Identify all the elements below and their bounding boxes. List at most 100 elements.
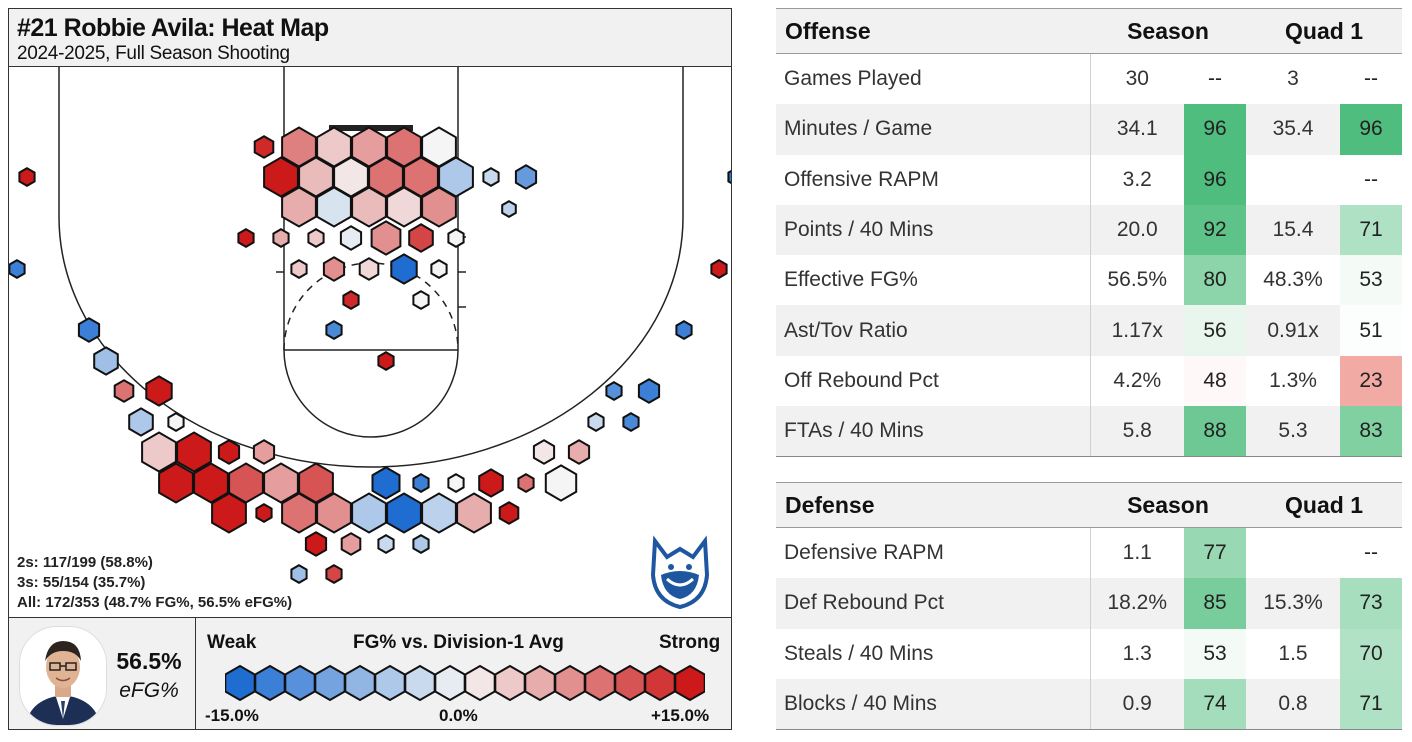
two-point-stats: 2s: 117/199 (58.8%)	[17, 554, 153, 571]
shot-hexagon	[342, 290, 360, 310]
quad1-percentile: 71	[1340, 678, 1403, 731]
quad1-percentile: --	[1364, 67, 1379, 91]
heat-map-subtitle: 2024-2025, Full Season Shooting	[17, 43, 290, 64]
stat-label: Ast/Tov Ratio	[776, 305, 1091, 356]
season-value: 1.3	[1122, 641, 1152, 665]
season-value: 56.5%	[1107, 268, 1168, 292]
table-row: Offensive RAPM 3.2 96 --	[776, 154, 1402, 205]
legend-swatch	[464, 664, 496, 702]
shot-hexagon	[710, 259, 728, 279]
quad1-value: 35.4	[1246, 104, 1341, 155]
shot-hexagons	[9, 126, 731, 584]
season-value: 0.9	[1090, 678, 1184, 731]
season-percentile: 53	[1184, 628, 1247, 679]
footer-divider	[195, 618, 196, 729]
season-percentile: 74	[1184, 678, 1247, 731]
season-percentile: 80	[1184, 255, 1247, 306]
legend-swatch	[344, 664, 376, 702]
season-percentile: 92	[1184, 204, 1247, 256]
quad1-value: 0.8	[1246, 678, 1341, 731]
season-value: 20.0	[1090, 204, 1184, 256]
shot-hexagon	[358, 257, 380, 281]
legend-strong-label: Strong	[659, 632, 721, 653]
stat-label: Def Rebound Pct	[776, 578, 1091, 629]
season-percentile: 77	[1184, 527, 1247, 579]
quad1-value: 15.3%	[1246, 578, 1341, 629]
quad1-percentile: 83	[1340, 406, 1403, 458]
shot-hexagon	[351, 492, 387, 534]
table-row: Blocks / 40 Mins 0.9 74 0.8 71	[776, 678, 1403, 731]
shot-hexagon	[637, 378, 661, 404]
shot-hexagon	[412, 290, 430, 310]
shot-hexagon	[421, 492, 457, 534]
legend-swatch	[404, 664, 436, 702]
quad1-value: 5.3	[1246, 406, 1341, 458]
shot-hexagon	[605, 381, 623, 401]
stat-label: Offensive RAPM	[776, 154, 1091, 205]
offense-header: Offense	[776, 8, 1090, 54]
shot-hexagon	[290, 259, 308, 279]
legend-swatch	[614, 664, 646, 702]
shot-hexagon	[447, 228, 465, 248]
table-row: Effective FG% 56.5% 80 48.3% 53	[776, 255, 1403, 306]
shot-hexagon	[263, 156, 299, 198]
quad1-header: Quad 1	[1246, 482, 1403, 528]
shot-hexagon	[93, 346, 119, 376]
shot-hexagon	[339, 225, 363, 251]
stat-label: Steals / 40 Mins	[776, 628, 1091, 679]
legend-swatch	[674, 664, 705, 702]
shot-hexagon	[377, 351, 395, 371]
efg-value: 56.5%	[116, 648, 182, 674]
shooting-stats: 2s: 117/199 (58.8%) 3s: 55/154 (35.7%) A…	[17, 553, 292, 613]
legend-swatch	[284, 664, 316, 702]
quad1-percentile: 70	[1340, 628, 1403, 679]
defense-table: Defense Season Quad 1 Defensive RAPM 1.1 7…	[776, 482, 1403, 731]
efg-label: eFG%	[119, 679, 179, 702]
season-header: Season	[1090, 8, 1247, 54]
stat-label: FTAs / 40 Mins	[776, 406, 1091, 458]
shot-hexagon	[622, 412, 640, 432]
shot-hexagon	[544, 464, 578, 502]
shot-hexagon	[128, 407, 154, 437]
shot-hexagon	[456, 492, 492, 534]
legend-swatch	[254, 664, 286, 702]
quad1-percentile: --	[1364, 541, 1379, 565]
stat-label: Minutes / Game	[776, 104, 1091, 155]
three-point-stats: 3s: 55/154 (35.7%)	[17, 574, 146, 591]
shot-hexagon	[217, 439, 241, 465]
season-value: 18.2%	[1090, 578, 1184, 629]
offense-table: Offense Season Quad 1 Games Played 30 -- 3 -…	[776, 8, 1403, 458]
season-value: 3.2	[1122, 167, 1152, 191]
quad1-percentile: 73	[1340, 578, 1403, 629]
shot-hexagon	[412, 534, 430, 554]
legend-min-label: -15.0%	[205, 706, 259, 725]
legend-color-scale	[225, 664, 705, 702]
season-percentile: 56	[1184, 305, 1247, 356]
quad1-percentile: 53	[1340, 255, 1403, 306]
stat-label: Games Played	[776, 53, 1091, 105]
heat-map-header: #21 Robbie Avila: Heat Map 2024-2025, Fu…	[9, 9, 731, 67]
shot-hexagon	[253, 135, 275, 159]
shot-hexagon	[304, 531, 328, 557]
shot-hexagon	[316, 492, 352, 534]
shot-hexagon	[412, 473, 430, 493]
stats-panel: Offense Season Quad 1 Games Played 30 -- 3 -…	[776, 8, 1403, 731]
shot-hexagon	[567, 439, 591, 465]
quad1-value: 3	[1287, 67, 1299, 91]
quad1-value: 48.3%	[1263, 268, 1323, 292]
shot-hexagon	[290, 564, 308, 584]
shot-hexagon	[252, 439, 276, 465]
legend-footer: 56.5% eFG% Weak FG% vs. Division-1 Avg S…	[9, 617, 731, 729]
overall-stats: All: 172/353 (48.7% FG%, 56.5% eFG%)	[17, 594, 293, 611]
shot-hexagon	[211, 492, 247, 534]
season-header: Season	[1090, 482, 1247, 528]
stat-label: Points / 40 Mins	[776, 204, 1091, 256]
shot-hexagon	[370, 220, 402, 256]
quad1-value	[1246, 155, 1340, 205]
shot-hexagon	[272, 228, 290, 248]
table-row: Defensive RAPM 1.1 77 --	[776, 527, 1402, 579]
shot-hexagon	[514, 164, 538, 190]
heat-map-panel: #21 Robbie Avila: Heat Map 2024-2025, Fu…	[8, 8, 732, 730]
table-row: Minutes / Game 34.1 96 35.4 96	[776, 104, 1403, 155]
stat-label: Blocks / 40 Mins	[776, 678, 1091, 731]
